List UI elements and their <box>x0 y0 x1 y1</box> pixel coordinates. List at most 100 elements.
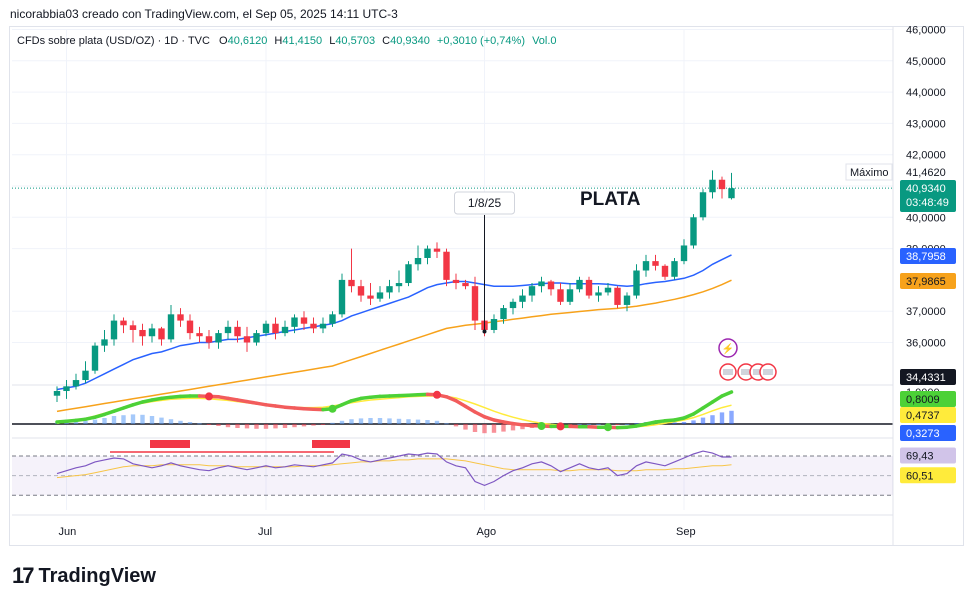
candle-body <box>234 326 241 337</box>
histogram-bar <box>672 422 677 424</box>
candle-body <box>91 345 99 371</box>
histogram-bar <box>387 418 392 424</box>
annotation-box <box>454 191 515 215</box>
high-value: 41,4150 <box>282 35 323 47</box>
max-label-box <box>845 163 893 181</box>
histogram-bar <box>691 420 696 424</box>
histogram-value-bg <box>900 425 956 441</box>
close-label: C <box>382 35 391 47</box>
us-flag-stripes <box>741 369 751 375</box>
histogram-bar <box>634 423 639 425</box>
histogram-bar <box>301 424 307 427</box>
histogram-bar <box>596 424 601 425</box>
low-label: L <box>329 35 336 47</box>
low-value-bg <box>900 369 956 385</box>
candle-body <box>348 279 355 287</box>
candle-body <box>424 248 431 258</box>
candle-body <box>452 279 460 284</box>
candle-body <box>329 314 336 324</box>
candle-body <box>585 279 593 296</box>
symbol-name: CFDs sobre plata (USD/OZ) · 1D · TVC <box>17 35 210 47</box>
annotation-date: 1/8/25 <box>468 196 502 210</box>
candle-body <box>557 289 564 302</box>
candle-body <box>167 314 175 340</box>
candle-body <box>177 314 184 321</box>
last-price-badge-bg <box>900 180 956 212</box>
histogram-bar <box>472 424 478 432</box>
candle-body <box>82 370 89 381</box>
candle-body <box>215 333 222 343</box>
histogram-value: 0,3273 <box>906 428 940 440</box>
time-axis-label: Jul <box>258 526 272 538</box>
histogram-bar <box>567 424 573 425</box>
histogram-bar <box>178 420 183 424</box>
candle-body <box>405 264 412 284</box>
crossover-marker <box>604 423 612 432</box>
histogram-bar <box>615 424 620 425</box>
line-value: 0,4737 <box>906 410 940 422</box>
histogram-bar <box>254 424 259 429</box>
candle-body <box>53 391 61 396</box>
candle-body <box>72 380 80 387</box>
candle-body <box>490 319 498 330</box>
histogram-bar <box>235 424 240 428</box>
candle-body <box>310 323 317 329</box>
signal-value-bg <box>900 391 956 407</box>
candle-body <box>728 188 735 199</box>
histogram-bar <box>149 416 155 424</box>
histogram-bar <box>311 424 316 426</box>
crossover-marker <box>205 392 213 401</box>
candle-body <box>671 261 678 277</box>
histogram-bar <box>681 422 687 424</box>
candle-body <box>186 320 194 334</box>
signal-line-segment <box>710 394 724 404</box>
histogram-bar <box>463 424 468 430</box>
histogram-bar <box>501 424 506 432</box>
line-value-bg <box>900 407 956 423</box>
time-axis-label: Sep <box>676 526 696 538</box>
histogram-bar <box>273 424 278 429</box>
divergence-label <box>312 440 350 448</box>
histogram-bar <box>187 422 193 424</box>
open-value: 40,6120 <box>227 35 268 47</box>
histogram-bar <box>263 424 269 429</box>
histogram-bar <box>320 424 326 425</box>
histogram-bar <box>159 417 164 424</box>
candle-body <box>462 283 469 287</box>
candle-body <box>414 257 422 265</box>
candle-body <box>272 323 279 334</box>
histogram-bar <box>244 424 250 429</box>
histogram-bar <box>729 410 734 424</box>
lightning-event-glyph: ⚡ <box>722 342 734 355</box>
candle-body <box>652 261 659 266</box>
candle-body <box>376 292 384 299</box>
candle-body <box>690 217 697 246</box>
candle-body <box>443 251 450 280</box>
histogram-bar <box>225 424 231 428</box>
rsi-ma-value: 60,51 <box>906 470 934 482</box>
histogram-bar <box>444 423 449 425</box>
candle-body <box>680 245 688 262</box>
candle-body <box>718 179 726 190</box>
symbol-legend: CFDs sobre plata (USD/OZ) · 1D · TVC O40… <box>17 35 557 47</box>
tradingview-brand[interactable]: 17 TradingView <box>12 563 156 589</box>
candle-body <box>386 286 393 293</box>
histogram-bar <box>520 424 525 430</box>
signal-line-segment <box>473 410 487 419</box>
histogram-bar <box>92 419 98 424</box>
price-axis-tick: 36,0000 <box>906 338 946 350</box>
candle-body <box>642 261 650 271</box>
histogram-bar <box>377 418 383 424</box>
candle-body <box>566 289 574 302</box>
time-axis-label: Jun <box>59 526 77 538</box>
histogram-bar <box>358 418 364 424</box>
candle-body <box>110 320 118 340</box>
candle-body <box>538 281 545 287</box>
histogram-bar <box>282 424 288 428</box>
candle-body <box>528 286 536 296</box>
histogram-bar <box>586 424 592 425</box>
histogram-bar <box>700 417 706 424</box>
ma-fast-line <box>56 254 732 391</box>
candle-body <box>500 308 507 320</box>
